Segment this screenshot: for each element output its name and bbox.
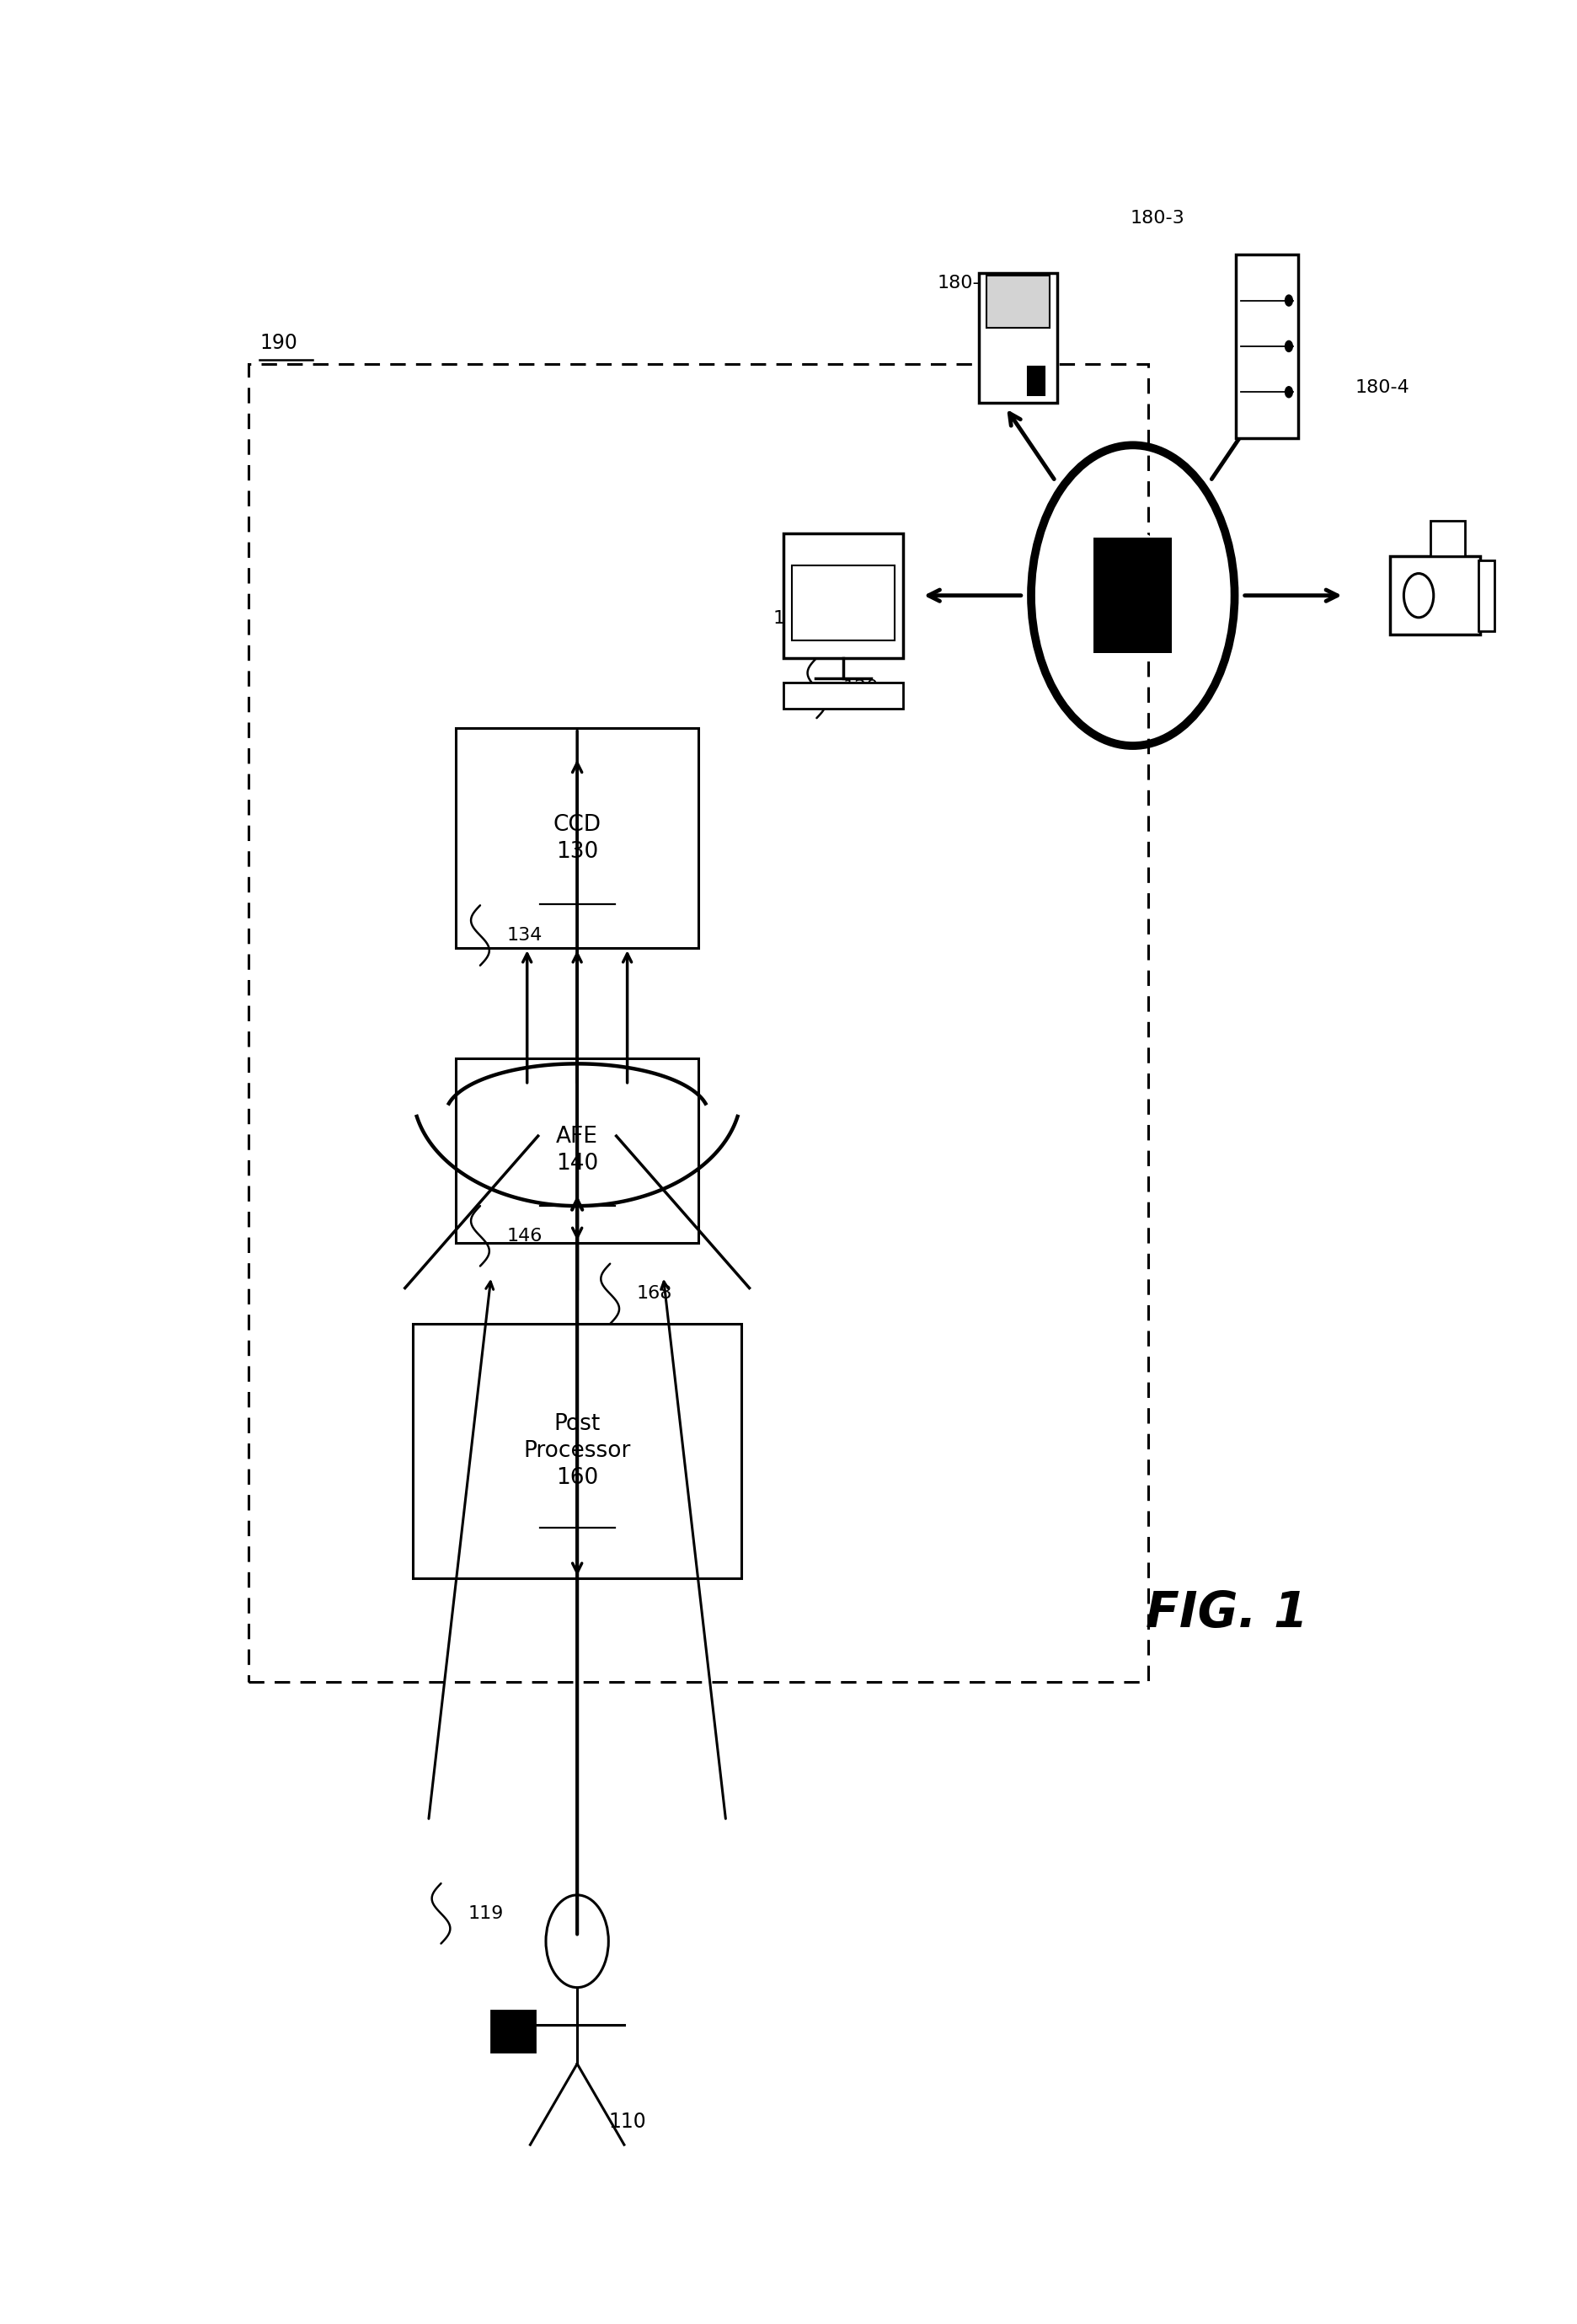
Bar (456, 727, 699, 948)
Bar (792, 565, 894, 641)
Circle shape (1090, 530, 1176, 660)
Circle shape (1285, 342, 1293, 351)
Bar (1389, 555, 1481, 634)
Text: 120: 120 (844, 679, 878, 697)
Bar (1028, 367, 1044, 395)
Circle shape (1285, 386, 1293, 397)
Bar (784, 683, 902, 709)
Text: 110: 110 (609, 2113, 647, 2131)
Text: 180-4: 180-4 (1355, 379, 1410, 395)
Bar (784, 532, 902, 658)
Bar (979, 274, 1057, 402)
Bar (1236, 256, 1298, 437)
Text: 180-2: 180-2 (937, 274, 992, 293)
Bar (987, 277, 1049, 328)
Text: CCD
130: CCD 130 (554, 813, 601, 862)
Text: AFE
140: AFE 140 (557, 1127, 598, 1176)
Bar (1094, 537, 1172, 653)
Text: Post
Processor
160: Post Processor 160 (524, 1413, 631, 1490)
Bar (249, 365, 1148, 1683)
Text: FIG. 1: FIG. 1 (1145, 1590, 1307, 1636)
Text: 146: 146 (506, 1227, 542, 1243)
Bar (413, 1325, 741, 1578)
Text: 180-3: 180-3 (1129, 209, 1184, 228)
Bar (1430, 521, 1465, 555)
Bar (490, 2010, 535, 2052)
Text: 190: 190 (260, 332, 296, 353)
Text: 119: 119 (468, 1906, 503, 1922)
Bar (1478, 560, 1495, 630)
Text: 180-1: 180-1 (773, 611, 828, 627)
Text: 134: 134 (506, 927, 542, 944)
Text: 168: 168 (637, 1285, 672, 1301)
Circle shape (1285, 295, 1293, 307)
Bar (456, 1057, 699, 1243)
